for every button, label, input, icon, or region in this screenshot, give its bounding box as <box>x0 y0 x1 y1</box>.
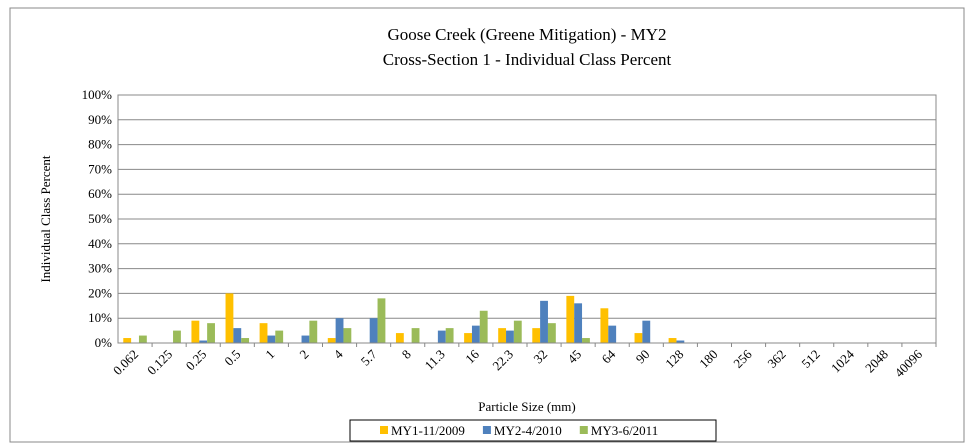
bar <box>267 335 276 343</box>
bar <box>138 335 147 343</box>
bar <box>173 330 181 343</box>
y-tick-label: 0% <box>95 335 113 350</box>
y-tick-label: 50% <box>88 211 112 226</box>
bar <box>471 325 480 343</box>
bar <box>259 323 268 343</box>
x-axis-title: Particle Size (mm) <box>478 399 575 414</box>
bar <box>369 318 378 343</box>
bar <box>445 328 454 343</box>
bar <box>582 338 590 343</box>
legend-label: MY1-11/2009 <box>391 423 465 438</box>
y-tick-label: 10% <box>88 310 112 325</box>
bar <box>608 325 617 343</box>
bar <box>676 340 685 343</box>
legend-swatch <box>482 426 491 434</box>
bar <box>547 323 556 343</box>
bar <box>464 333 472 343</box>
bar <box>574 303 583 343</box>
legend-swatch <box>380 426 388 434</box>
legend-label: MY2-4/2010 <box>494 423 562 438</box>
bar <box>437 330 446 343</box>
bar <box>566 295 575 343</box>
legend-label: MY3-6/2011 <box>591 423 658 438</box>
y-tick-label: 100% <box>82 87 113 102</box>
bar <box>123 338 132 343</box>
bar <box>377 298 386 343</box>
bar <box>301 335 310 343</box>
legend-swatch <box>579 426 588 434</box>
bar <box>207 323 215 343</box>
bar <box>335 318 344 343</box>
bar <box>498 328 507 343</box>
chart-subtitle: Cross-Section 1 - Individual Class Perce… <box>383 50 672 69</box>
bar <box>532 328 541 343</box>
bar <box>600 308 609 343</box>
bar <box>309 320 318 343</box>
bar <box>642 320 651 343</box>
y-axis-title: Individual Class Percent <box>38 155 53 282</box>
y-tick-label: 70% <box>88 161 112 176</box>
bar <box>513 320 522 343</box>
bar <box>225 293 234 343</box>
y-tick-label: 40% <box>88 236 112 251</box>
y-tick-label: 90% <box>88 112 112 127</box>
bar <box>634 333 643 343</box>
bar <box>540 300 548 343</box>
bar <box>233 328 242 343</box>
y-tick-label: 20% <box>88 285 112 300</box>
y-tick-label: 60% <box>88 186 112 201</box>
bar <box>191 320 200 343</box>
bar <box>275 330 284 343</box>
bar <box>395 333 404 343</box>
bar <box>506 330 514 343</box>
bar <box>668 338 677 343</box>
bar <box>479 310 488 343</box>
bar <box>343 328 352 343</box>
y-tick-label: 80% <box>88 137 112 152</box>
bar <box>241 338 250 343</box>
bar <box>199 340 208 343</box>
bar <box>411 328 420 343</box>
chart-title: Goose Creek (Greene Mitigation) - MY2 <box>387 25 666 44</box>
y-tick-label: 30% <box>88 261 112 276</box>
legend-box <box>349 419 717 442</box>
bar <box>327 338 336 343</box>
